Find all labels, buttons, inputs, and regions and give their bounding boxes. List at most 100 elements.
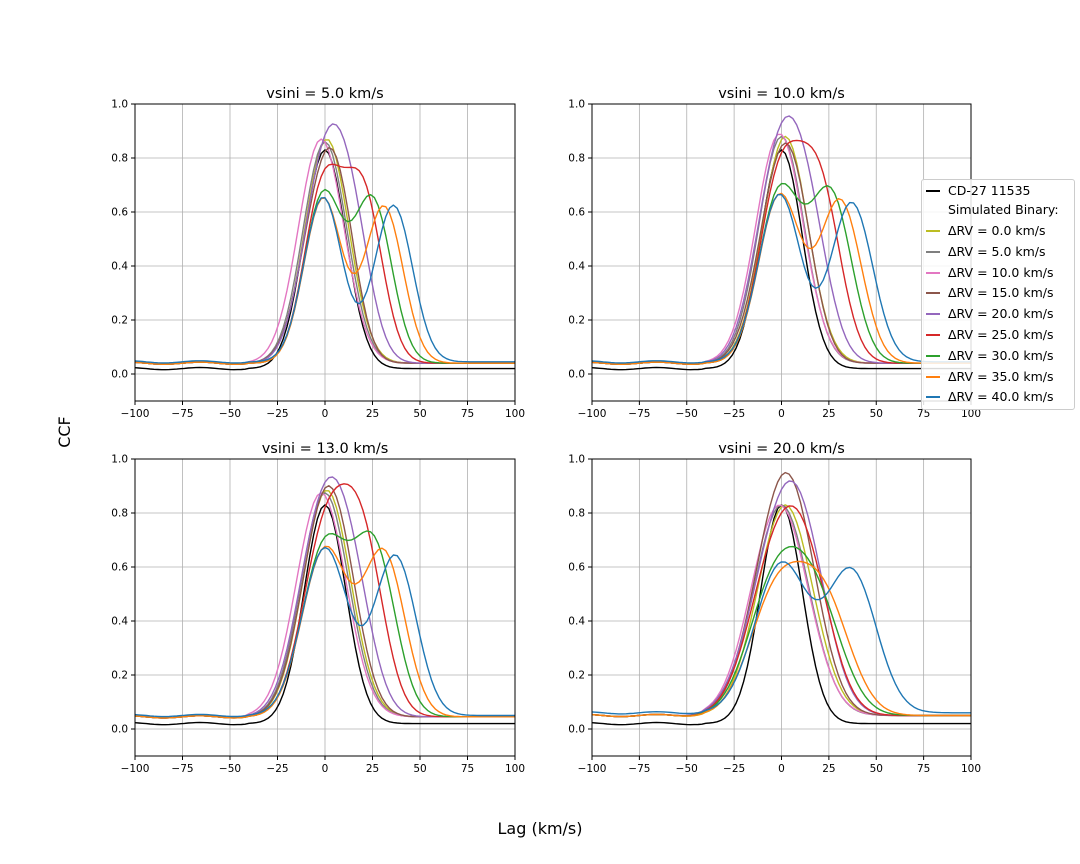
- y-tick-label: 0.4: [568, 261, 585, 273]
- chart-panel: −100 −75 −50 −25 0 25 50 75 100 0.0 0.2 0.4 0.6 0.8 1.…: [568, 86, 981, 420]
- y-tick-label: 0.2: [111, 315, 128, 327]
- y-axis-label: CCF: [55, 416, 74, 448]
- legend-swatch: [926, 313, 940, 316]
- legend-label: ΔRV = 20.0 km/s: [948, 306, 1054, 322]
- x-tick-label: 75: [917, 763, 930, 775]
- y-tick-label: 0.2: [568, 315, 585, 327]
- legend-swatch: [926, 271, 940, 274]
- x-tick-label: 100: [961, 763, 981, 775]
- x-axis-label: Lag (km/s): [497, 819, 582, 838]
- y-tick-label: 0.4: [568, 616, 585, 628]
- x-tick-label: −75: [171, 763, 193, 775]
- series-line: [134, 197, 515, 364]
- legend-entry: ΔRV = 5.0 km/s: [922, 242, 1074, 262]
- x-tick-label: 50: [870, 408, 883, 420]
- legend-entry: ΔRV = 25.0 km/s: [922, 325, 1074, 345]
- series-line: [134, 149, 515, 371]
- legend-label: ΔRV = 35.0 km/s: [948, 368, 1054, 384]
- legend-swatch: [926, 250, 940, 253]
- chart-panel: −100 −75 −50 −25 0 25 50 75 100 0.0 0.2 0.4 0.6 0.8 1.…: [111, 441, 525, 775]
- legend-label: CD-27 11535: [948, 183, 1031, 198]
- x-tick-label: 25: [822, 763, 835, 775]
- x-tick-label: −75: [628, 763, 650, 775]
- legend-entry-observed: CD-27 11535: [922, 181, 1074, 201]
- y-tick-label: 0.8: [568, 508, 585, 520]
- series-line: [591, 561, 971, 715]
- x-tick-label: 25: [366, 408, 379, 420]
- legend-entry: ΔRV = 40.0 km/s: [922, 387, 1074, 407]
- x-tick-label: −25: [266, 408, 288, 420]
- x-tick-label: −25: [723, 408, 745, 420]
- x-tick-label: 100: [961, 408, 981, 420]
- chart-title: vsini = 13.0 km/s: [262, 441, 389, 457]
- x-tick-label: −50: [219, 763, 241, 775]
- legend-label: ΔRV = 30.0 km/s: [948, 347, 1054, 363]
- y-tick-label: 0.6: [111, 562, 128, 574]
- x-tick-label: 0: [778, 408, 785, 420]
- y-tick-label: 1.0: [111, 454, 128, 466]
- x-tick-label: 75: [917, 408, 930, 420]
- legend-entry: ΔRV = 10.0 km/s: [922, 263, 1074, 283]
- legend-entry: ΔRV = 30.0 km/s: [922, 346, 1074, 366]
- y-tick-label: 0.8: [568, 153, 585, 165]
- y-tick-label: 0.6: [568, 207, 585, 219]
- y-tick-label: 0.4: [111, 261, 128, 273]
- chart-title: vsini = 5.0 km/s: [266, 86, 383, 102]
- legend-swatch: [926, 190, 940, 192]
- legend-entry: ΔRV = 15.0 km/s: [922, 283, 1074, 303]
- x-tick-label: −100: [578, 408, 607, 420]
- x-tick-label: 0: [322, 408, 329, 420]
- legend-swatch: [926, 334, 940, 336]
- chart-panel: −100 −75 −50 −25 0 25 50 75 100 0.0 0.2 0.4 0.6 0.8 1.…: [111, 86, 525, 420]
- chart-panel: −100 −75 −50 −25 0 25 50 75 100 0.0 0.2 0.4 0.6 0.8 1.…: [568, 441, 981, 775]
- legend-label: ΔRV = 5.0 km/s: [948, 243, 1046, 259]
- x-tick-label: 25: [366, 763, 379, 775]
- x-tick-label: −50: [676, 408, 698, 420]
- legend-swatch: [926, 230, 940, 232]
- series-line: [134, 546, 515, 718]
- x-tick-label: 0: [322, 763, 329, 775]
- x-tick-label: 25: [822, 408, 835, 420]
- x-tick-label: −25: [266, 763, 288, 775]
- legend-label: ΔRV = 10.0 km/s: [948, 264, 1054, 280]
- y-tick-label: 0.2: [111, 670, 128, 682]
- x-tick-label: −100: [121, 408, 150, 420]
- x-tick-label: 50: [870, 763, 883, 775]
- series-line: [591, 192, 971, 365]
- y-tick-label: 1.0: [111, 99, 128, 111]
- y-tick-label: 0.0: [111, 724, 128, 736]
- x-tick-label: −75: [628, 408, 650, 420]
- legend-swatch: [926, 396, 940, 399]
- x-tick-label: −75: [171, 408, 193, 420]
- y-tick-label: 0.0: [111, 369, 128, 381]
- legend-label: ΔRV = 0.0 km/s: [948, 223, 1046, 238]
- x-tick-label: 50: [413, 408, 426, 420]
- y-tick-label: 1.0: [568, 99, 585, 111]
- y-tick-label: 0.0: [568, 369, 585, 381]
- series-line: [591, 149, 971, 371]
- legend-swatch: [926, 375, 940, 378]
- x-tick-label: 50: [413, 763, 426, 775]
- x-tick-label: 100: [505, 408, 525, 420]
- series-line: [134, 504, 515, 726]
- legend-entry: ΔRV = 0.0 km/s: [922, 221, 1074, 241]
- y-tick-label: 0.2: [568, 670, 585, 682]
- legend-label: ΔRV = 25.0 km/s: [948, 327, 1054, 342]
- legend-entry: ΔRV = 20.0 km/s: [922, 304, 1074, 324]
- legend-swatch: [926, 354, 940, 357]
- legend-label: ΔRV = 15.0 km/s: [948, 285, 1054, 301]
- x-tick-label: −25: [723, 763, 745, 775]
- y-tick-label: 0.6: [111, 207, 128, 219]
- y-tick-label: 0.0: [568, 724, 585, 736]
- y-tick-label: 0.8: [111, 153, 128, 165]
- series-line: [591, 560, 971, 718]
- series-line: [591, 193, 971, 364]
- legend-label: ΔRV = 40.0 km/s: [948, 389, 1054, 405]
- legend-swatch: [926, 292, 940, 295]
- x-tick-label: −100: [578, 763, 607, 775]
- x-tick-label: 0: [778, 763, 785, 775]
- y-tick-label: 0.4: [111, 616, 128, 628]
- y-tick-label: 0.6: [568, 562, 585, 574]
- x-tick-label: −100: [121, 763, 150, 775]
